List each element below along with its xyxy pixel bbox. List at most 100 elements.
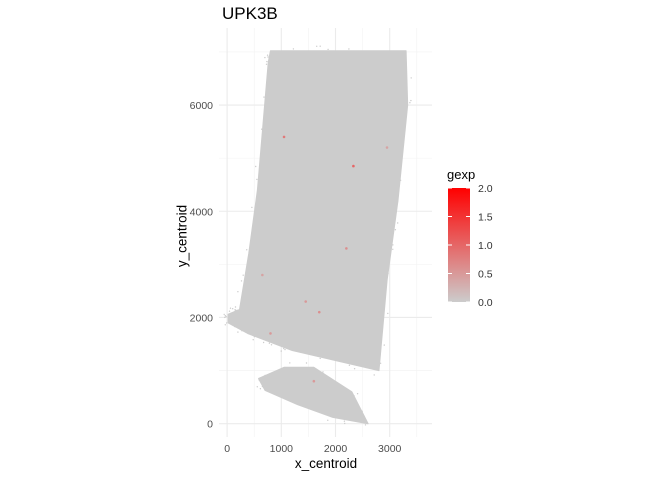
scatter-point [260,154,262,156]
scatter-point [305,362,308,364]
scatter-point [383,344,385,346]
scatter-point [262,341,265,344]
scatter-point [237,291,239,293]
main-tissue-section [227,50,409,372]
scatter-point [242,274,244,276]
scatter-point [237,309,239,311]
scatter-point [236,321,238,323]
scatter-point [237,331,239,333]
scatter-point [349,392,352,395]
scatter-point [319,357,321,360]
scatter-point [403,120,405,122]
legend-tick-label: 1.0 [478,240,493,252]
y-axis-label: y_centroid [174,204,190,268]
scatter-point [266,54,269,56]
scatter-point [252,339,254,341]
scatter-point [229,318,231,321]
scatter-point [224,324,226,326]
x-tick-label: 1000 [270,443,294,455]
scatter-point [264,56,266,59]
x-tick-label: 2000 [324,443,348,455]
scatter-point [230,317,232,319]
scatter-point [271,377,274,379]
scatter-point [261,141,263,144]
y-axis-ticks: 0 2000 4000 6000 [190,100,214,431]
scatter-point [401,68,404,71]
scatter-point [267,56,269,58]
scatter-point [404,129,406,131]
scatter-point [401,58,403,60]
legend-tick-label: 0.5 [478,269,493,281]
scatter-point [381,314,384,317]
highlighted-point [345,247,348,250]
scatter-point [379,353,381,355]
scatter-point [327,419,329,421]
legend-title: gexp [447,167,476,182]
scatter-point [251,206,253,209]
tissue-regions [227,50,409,425]
scatter-point [312,54,315,56]
scatter-point [266,60,268,63]
lower-tissue-fragment [258,366,369,425]
scatter-point [402,112,404,114]
x-axis-ticks: 0 1000 2000 3000 [224,443,401,455]
scatter-point [315,52,317,54]
scatter-point [397,222,399,224]
scatter-point [256,386,258,388]
scatter-point [227,315,230,317]
scatter-point [410,99,412,102]
scatter-point [364,424,367,426]
scatter-point [261,128,263,130]
y-tick-label: 2000 [190,312,214,324]
scatter-point [232,308,234,310]
scatter-point [234,306,237,308]
scatter-point [229,307,232,309]
scatter-point [275,339,277,341]
scatter-point [223,313,225,316]
scatter-point [399,179,402,181]
scatter-point [263,96,265,98]
scatter-point [297,371,299,373]
legend-colorbar [448,188,470,302]
scatter-point [403,52,405,54]
scatter-point [284,348,286,351]
scatter-point [224,316,226,319]
scatter-point [240,300,243,302]
scatter-point [246,249,248,251]
scatter-point [319,45,321,47]
scatter-point [399,132,401,134]
scatter-point [253,335,255,337]
scatter-point [255,165,257,168]
scatter-point [344,422,346,425]
legend-tick-label: 2.0 [478,183,493,195]
y-tick-label: 0 [207,419,213,431]
scatter-point [266,384,268,386]
scatter-point [233,312,235,314]
scatter-point [316,45,318,47]
scatter-point [258,379,260,381]
y-tick-label: 4000 [190,206,214,218]
scatter-point [308,371,310,373]
scatter-point [402,59,404,61]
scatter-point [348,364,351,366]
scatter-point [262,337,264,339]
color-legend: 0.0 0.5 1.0 1.5 2.0 [448,183,493,309]
scatter-point [224,315,226,317]
scatter-point [394,229,397,231]
scatter-point [268,84,270,86]
scatter-point [235,309,237,312]
scatter-point [318,372,321,374]
scatter-point [348,416,351,418]
scatter-point [231,316,233,318]
scatter-point [230,318,233,320]
scatter-point [273,389,275,391]
scatter-point [373,374,375,376]
scatter-point [225,315,227,318]
scatter-point [356,393,359,395]
scatter-point [361,410,363,412]
scatter-point [299,51,301,54]
scatter-point [343,420,346,422]
scatter-point [384,273,386,275]
legend-tick-label: 0.0 [478,297,493,309]
